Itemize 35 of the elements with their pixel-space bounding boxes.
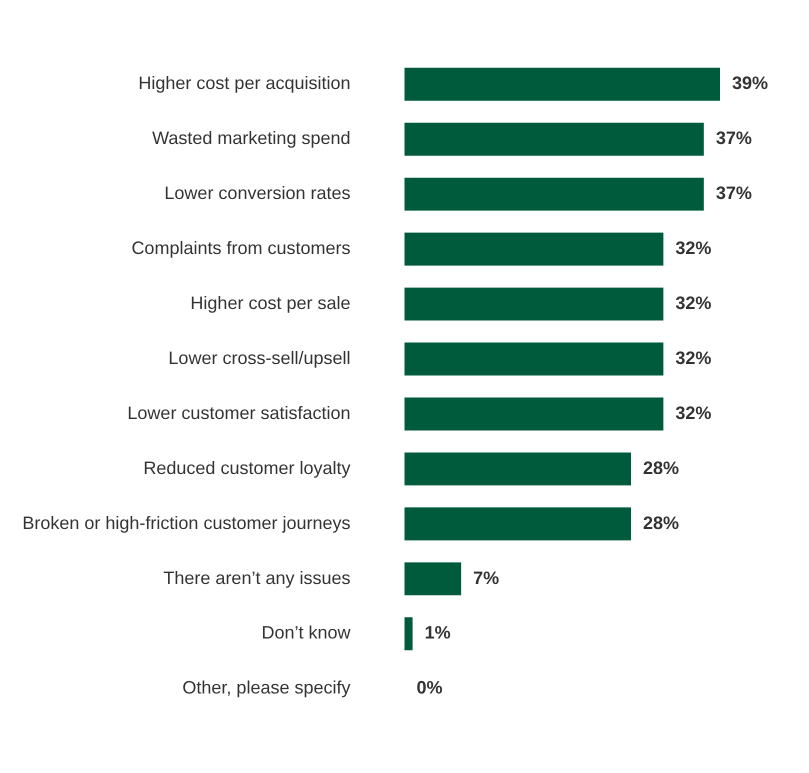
y-tick-label: Complaints from customers [131,238,350,258]
data-label: 37% [716,183,752,204]
data-label: 28% [643,458,680,478]
bar [404,617,413,650]
y-tick-label: Wasted marketing spend [152,128,350,148]
y-tick-label: Lower cross-sell/upsell [168,348,350,368]
data-label: 1% [424,622,451,643]
data-label: 28% [643,512,680,533]
y-tick-label: Lower conversion rates [164,183,350,204]
y-tick-label: Reduced customer loyalty [143,458,350,478]
y-tick-label: Broken or high-friction customer journeys [22,512,350,533]
data-label: 32% [675,402,712,423]
data-label: 37% [716,128,752,148]
data-label: 32% [675,238,712,258]
y-tick-label: Other, please specify [182,678,350,698]
data-label: 39% [732,73,768,94]
y-tick-label: There aren’t any issues [163,568,350,588]
y-tick-label: Don’t know [261,622,352,643]
bar [404,122,704,156]
bar [404,562,462,596]
data-label: 7% [473,568,500,588]
bar [404,232,664,266]
y-tick-label: Higher cost per acquisition [138,73,350,94]
y-tick-label: Lower customer satisfaction [127,402,350,423]
y-tick-label: Higher cost per sale [190,293,350,314]
bar [404,452,632,486]
bar [404,507,632,540]
bar [404,397,664,430]
bar [404,178,704,211]
data-label: 32% [675,348,712,368]
bar [404,342,664,376]
bar [404,288,664,321]
data-label: 32% [675,293,712,314]
data-label: 0% [416,678,443,698]
bar [404,68,720,101]
